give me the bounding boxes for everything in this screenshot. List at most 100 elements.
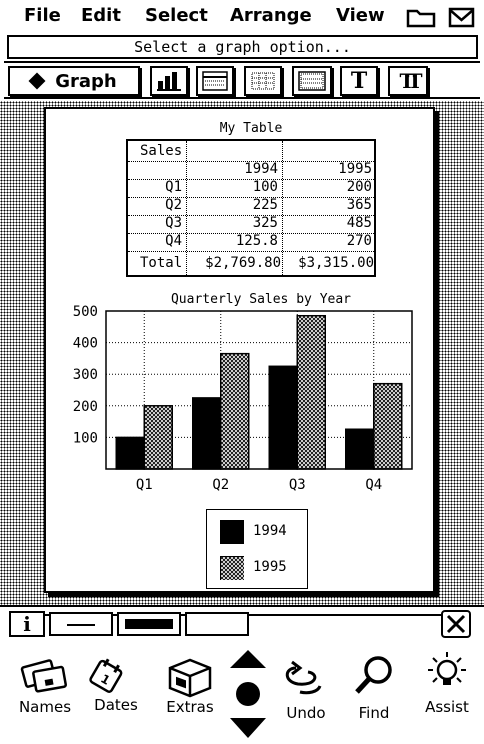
y-tick-label: 500 xyxy=(73,304,98,320)
folder-icon[interactable] xyxy=(406,6,436,28)
total-cell[interactable]: $3,315.00 xyxy=(298,255,374,271)
find-label: Find xyxy=(358,704,390,722)
legend-swatch-1994 xyxy=(220,520,244,544)
dates-button[interactable]: 1 Dates xyxy=(84,652,148,732)
menu-bar: File Edit Select Arrange View xyxy=(0,0,484,32)
chart-title: Quarterly Sales by Year xyxy=(171,292,351,307)
x-tick-label: Q3 xyxy=(289,477,306,493)
graph-button[interactable]: Graph xyxy=(8,66,140,96)
assist-button[interactable]: Assist xyxy=(416,650,478,730)
text-size-tool[interactable]: TT xyxy=(388,66,428,96)
thick-line-option[interactable] xyxy=(117,612,181,636)
toolbar: Graph T xyxy=(4,61,480,99)
scroll-down-arrow-icon[interactable] xyxy=(230,718,266,738)
document-canvas[interactable]: My Table Sales 1994 1995 Q1 100 200 Q2 2… xyxy=(44,107,435,593)
legend-label-1995: 1995 xyxy=(253,559,287,575)
y-tick-label: 200 xyxy=(73,399,98,415)
table-cell[interactable]: 225 xyxy=(252,197,278,213)
menu-select[interactable]: Select xyxy=(145,5,208,26)
names-label: Names xyxy=(18,698,72,716)
dates-label: Dates xyxy=(94,696,138,714)
grid-lines-tool[interactable] xyxy=(292,66,332,96)
text-style-tool[interactable]: T xyxy=(340,66,378,96)
diamond-icon xyxy=(28,72,46,90)
bar-1994-Q2[interactable] xyxy=(192,397,222,470)
line-panel: i xyxy=(5,608,479,640)
table-corner: Sales xyxy=(140,143,183,159)
undo-icon xyxy=(285,660,322,695)
table-cell[interactable]: 365 xyxy=(346,197,372,213)
lightbulb-icon xyxy=(428,652,466,685)
extras-label: Extras xyxy=(166,698,214,716)
bar-graph-tool[interactable] xyxy=(150,66,188,96)
menu-file[interactable]: File xyxy=(24,5,61,26)
total-label: Total xyxy=(140,255,183,271)
work-area: My Table Sales 1994 1995 Q1 100 200 Q2 2… xyxy=(0,101,484,605)
table-tool[interactable] xyxy=(196,66,234,96)
y-tick-label: 400 xyxy=(73,336,98,352)
bar-chart[interactable]: Quarterly Sales by Year Q1 Q2 Q3 Q4 100 200 300… xyxy=(46,259,437,499)
table-cell[interactable]: 125.8 xyxy=(235,233,278,249)
bar-1995-Q2[interactable] xyxy=(220,352,250,470)
table-cell[interactable]: 200 xyxy=(346,179,372,195)
info-icon[interactable]: i xyxy=(9,611,45,637)
bar-1995-Q1[interactable] xyxy=(143,405,173,470)
calendar-icon: 1 xyxy=(89,658,123,693)
row-label: Q2 xyxy=(165,197,182,213)
bar-1994-Q1[interactable] xyxy=(115,436,145,470)
bar-1995-Q3[interactable] xyxy=(296,314,326,470)
extras-box-icon xyxy=(168,658,212,698)
bar-1995-Q4[interactable] xyxy=(373,382,403,470)
names-button[interactable]: Names xyxy=(8,650,82,730)
x-tick-label: Q2 xyxy=(212,477,229,493)
col-header-1995: 1995 xyxy=(338,161,372,177)
bar-1994-Q4[interactable] xyxy=(345,428,375,470)
magnifier-icon xyxy=(355,656,392,694)
table-cell[interactable]: 100 xyxy=(252,179,278,195)
undo-button[interactable]: Undo xyxy=(276,654,336,734)
no-line-option[interactable] xyxy=(185,612,249,636)
table-cell[interactable]: 485 xyxy=(346,215,372,231)
extras-button[interactable]: Extras xyxy=(152,654,228,734)
plot-frame xyxy=(105,310,413,470)
data-table[interactable]: Sales 1994 1995 Q1 100 200 Q2 225 365 Q3… xyxy=(126,139,376,277)
find-button[interactable]: Find xyxy=(346,652,402,732)
grid-lines-icon xyxy=(298,71,326,91)
legend-swatch-1995 xyxy=(220,556,244,580)
table-icon xyxy=(202,71,228,91)
x-tick-label: Q4 xyxy=(365,477,382,493)
mail-icon[interactable] xyxy=(448,6,476,28)
chart-legend: 1994 1995 xyxy=(206,509,308,589)
names-icon xyxy=(20,659,67,693)
grid-dots-icon xyxy=(251,72,275,90)
x-tick-label: Q1 xyxy=(136,477,153,493)
text-size-icon: TT xyxy=(399,69,422,93)
bar-1994-Q3[interactable] xyxy=(268,365,298,470)
assist-label: Assist xyxy=(425,698,469,716)
row-label: Q4 xyxy=(165,233,182,249)
col-header-1994: 1994 xyxy=(244,161,278,177)
legend-label-1994: 1994 xyxy=(253,523,287,539)
scroll-up-arrow-icon[interactable] xyxy=(230,650,266,668)
grid-dots-tool[interactable] xyxy=(244,66,282,96)
divider xyxy=(0,605,484,607)
row-label: Q1 xyxy=(165,179,182,195)
y-tick-label: 100 xyxy=(73,430,98,446)
menu-view[interactable]: View xyxy=(336,5,385,26)
table-title: My Table xyxy=(219,121,283,136)
graph-button-label: Graph xyxy=(55,70,117,92)
total-cell[interactable]: $2,769.80 xyxy=(205,255,281,271)
close-icon[interactable] xyxy=(441,610,471,638)
text-style-icon: T xyxy=(350,68,368,94)
table-cell[interactable]: 325 xyxy=(252,215,278,231)
status-bar: Select a graph option... xyxy=(7,35,478,59)
table-cell[interactable]: 270 xyxy=(346,233,372,249)
scroll-center-icon[interactable] xyxy=(236,682,260,706)
undo-label: Undo xyxy=(286,704,326,722)
thin-line-option[interactable] xyxy=(49,612,113,636)
bar-graph-icon xyxy=(157,72,181,91)
row-label: Q3 xyxy=(165,215,182,231)
menu-arrange[interactable]: Arrange xyxy=(230,5,312,26)
menu-edit[interactable]: Edit xyxy=(81,5,121,26)
scroll-control[interactable] xyxy=(226,648,270,740)
